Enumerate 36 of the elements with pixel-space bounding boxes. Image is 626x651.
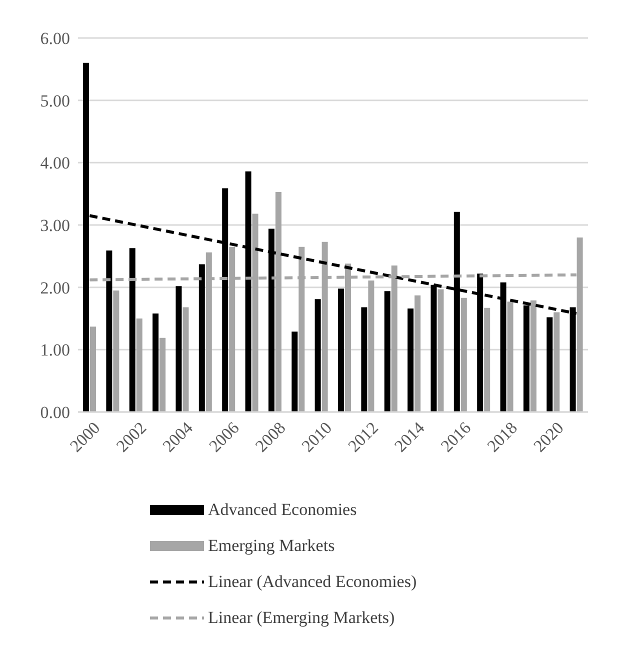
bar <box>129 248 136 412</box>
bar <box>408 308 414 412</box>
bar <box>546 317 553 412</box>
bar <box>160 338 166 412</box>
bar <box>182 307 189 412</box>
bar <box>106 250 112 412</box>
bar <box>314 299 321 412</box>
bar <box>554 312 560 412</box>
y-tick-label: 0.00 <box>40 403 70 422</box>
legend-label: Linear (Emerging Markets) <box>208 608 395 628</box>
bar <box>292 332 298 412</box>
bar <box>530 300 536 412</box>
y-tick-label: 6.00 <box>40 29 70 48</box>
legend-label: Advanced Economies <box>208 500 357 520</box>
bar <box>384 291 390 412</box>
y-tick-label: 4.00 <box>40 154 70 173</box>
y-tick-label: 3.00 <box>40 216 70 236</box>
bar <box>338 288 344 412</box>
bar <box>507 302 514 412</box>
bar <box>113 290 120 412</box>
bar <box>152 314 159 412</box>
bar <box>136 318 142 412</box>
bar <box>361 307 368 412</box>
bar <box>414 295 421 412</box>
bar <box>368 280 374 412</box>
bar <box>198 264 205 412</box>
bar <box>484 308 490 412</box>
y-tick-label: 1.00 <box>40 340 70 360</box>
bar <box>90 326 96 412</box>
bar <box>176 286 182 412</box>
bar <box>460 298 467 412</box>
y-tick-label: 2.00 <box>40 278 70 298</box>
legend-label: Emerging Markets <box>208 536 335 556</box>
legend-label: Linear (Advanced Economies) <box>208 572 417 592</box>
y-tick-label: 5.00 <box>40 91 70 110</box>
bar <box>438 289 444 412</box>
